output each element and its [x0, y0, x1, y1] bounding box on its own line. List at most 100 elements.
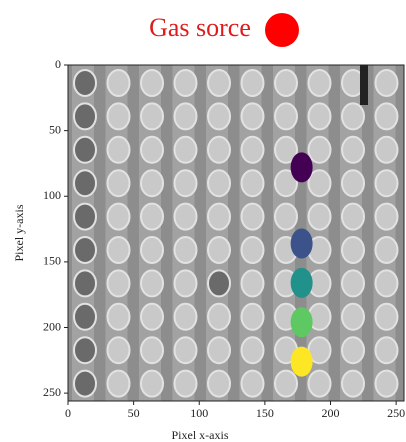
micrograph — [68, 65, 406, 401]
texture-well — [208, 371, 230, 397]
texture-well — [208, 270, 230, 296]
texture-well — [342, 237, 364, 263]
x-tick-label: 50 — [128, 406, 140, 420]
texture-well — [208, 103, 230, 129]
texture-well — [376, 204, 398, 230]
texture-well — [376, 103, 398, 129]
title-marker — [265, 13, 299, 47]
gas-point — [291, 268, 313, 298]
texture-well — [175, 371, 197, 397]
y-tick-label: 0 — [55, 57, 61, 71]
texture-well — [309, 103, 331, 129]
texture-well — [108, 337, 130, 363]
texture-well — [309, 371, 331, 397]
texture-well — [74, 137, 96, 163]
texture-well — [208, 137, 230, 163]
texture-well — [242, 270, 264, 296]
texture-well — [342, 170, 364, 196]
texture-well — [275, 371, 297, 397]
texture-well — [376, 70, 398, 96]
y-axis-label: Pixel y-axis — [12, 204, 26, 261]
texture-well — [141, 204, 163, 230]
texture-well — [342, 371, 364, 397]
texture-well — [108, 371, 130, 397]
texture-well — [309, 137, 331, 163]
texture-well — [74, 304, 96, 330]
texture-well — [376, 270, 398, 296]
texture-well — [74, 337, 96, 363]
texture-well — [108, 237, 130, 263]
texture-well — [376, 371, 398, 397]
texture-well — [242, 170, 264, 196]
texture-well — [175, 270, 197, 296]
texture-well — [275, 103, 297, 129]
texture-well — [376, 237, 398, 263]
texture-well — [74, 103, 96, 129]
texture-well — [242, 137, 264, 163]
texture-well — [275, 70, 297, 96]
texture-well — [342, 337, 364, 363]
texture-well — [108, 304, 130, 330]
texture-well — [141, 371, 163, 397]
gas-point — [291, 229, 313, 259]
texture-well — [175, 137, 197, 163]
texture-well — [175, 237, 197, 263]
texture-well — [208, 170, 230, 196]
texture-well — [242, 103, 264, 129]
texture-well — [376, 170, 398, 196]
texture-well — [175, 103, 197, 129]
x-tick-label: 250 — [387, 406, 405, 420]
y-tick-label: 250 — [43, 385, 61, 399]
texture-well — [208, 70, 230, 96]
texture-well — [141, 137, 163, 163]
texture-well — [141, 70, 163, 96]
texture-well — [309, 170, 331, 196]
x-axis-label: Pixel x-axis — [172, 428, 229, 442]
y-tick-label: 100 — [43, 188, 61, 202]
texture-well — [175, 304, 197, 330]
texture-well — [141, 270, 163, 296]
texture-well — [108, 70, 130, 96]
texture-well — [74, 237, 96, 263]
texture-well — [342, 304, 364, 330]
texture-well — [175, 337, 197, 363]
chart: Gas sorce Pixel x-axis Pixel y-axis 0 50 1… — [0, 0, 406, 442]
texture-well — [242, 237, 264, 263]
y-tick-label: 150 — [43, 254, 61, 268]
chart-title: Gas sorce — [149, 13, 251, 42]
texture-well — [242, 304, 264, 330]
texture-well — [74, 70, 96, 96]
texture-well — [242, 337, 264, 363]
texture-well — [175, 70, 197, 96]
texture-well — [342, 204, 364, 230]
texture-well — [108, 103, 130, 129]
gas-point — [291, 307, 313, 337]
texture-well — [141, 304, 163, 330]
texture-well — [175, 204, 197, 230]
x-tick-label: 150 — [256, 406, 274, 420]
texture-well — [175, 170, 197, 196]
y-tick-label: 200 — [43, 319, 61, 333]
x-tick-label: 200 — [322, 406, 340, 420]
x-tick-label: 0 — [65, 406, 71, 420]
texture-well — [242, 70, 264, 96]
texture-well — [74, 204, 96, 230]
texture-well — [376, 304, 398, 330]
texture-well — [342, 103, 364, 129]
texture-well — [108, 137, 130, 163]
texture-streak — [360, 65, 368, 105]
gas-point — [291, 347, 313, 377]
texture-well — [208, 237, 230, 263]
texture-well — [108, 270, 130, 296]
texture-well — [141, 170, 163, 196]
texture-well — [275, 204, 297, 230]
texture-well — [74, 371, 96, 397]
gas-point — [291, 152, 313, 182]
texture-well — [242, 204, 264, 230]
texture-well — [342, 270, 364, 296]
texture-well — [376, 337, 398, 363]
texture-well — [141, 103, 163, 129]
texture-well — [141, 337, 163, 363]
x-tick-label: 100 — [190, 406, 208, 420]
texture-well — [208, 337, 230, 363]
